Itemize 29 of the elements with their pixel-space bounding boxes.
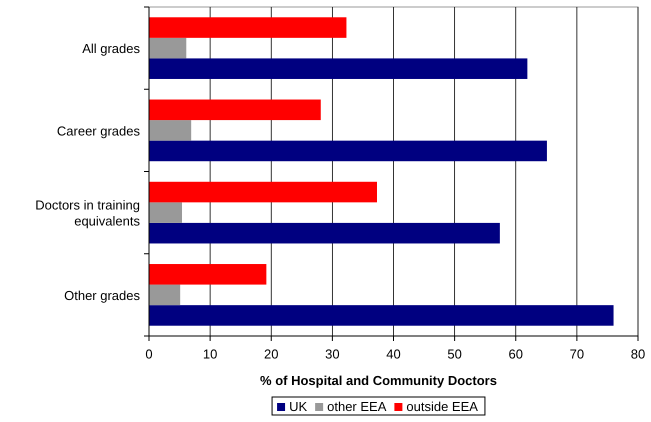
bar xyxy=(149,17,346,38)
y-tick-label: Career grades xyxy=(56,123,140,138)
x-tick-label: 60 xyxy=(508,346,523,362)
x-tick-label: 40 xyxy=(386,346,401,362)
y-tick-label: Other grades xyxy=(64,288,140,303)
x-tick-label: 80 xyxy=(630,346,646,362)
y-tick-label: Doctors in training equivalents xyxy=(35,198,140,229)
legend-label: outside EEA xyxy=(406,399,478,414)
bar xyxy=(149,140,547,162)
bar xyxy=(149,182,377,202)
x-tick-label: 70 xyxy=(570,346,584,362)
x-tick-label: 20 xyxy=(264,346,278,362)
x-tick-label: 10 xyxy=(202,346,218,362)
x-tick-label: 30 xyxy=(325,346,340,362)
x-tick-label: 50 xyxy=(447,346,462,362)
bar xyxy=(149,202,182,223)
bar xyxy=(149,264,266,285)
bar xyxy=(149,120,192,141)
bar xyxy=(149,38,186,58)
bar xyxy=(149,58,528,79)
legend-label: UK xyxy=(289,399,308,414)
bar xyxy=(149,284,180,306)
legend-label: other EEA xyxy=(327,399,387,414)
bar xyxy=(149,305,614,326)
bar xyxy=(149,222,500,244)
x-axis-title: % of Hospital and Community Doctors xyxy=(260,373,497,388)
x-tick-label: 0 xyxy=(145,346,153,362)
bar xyxy=(149,100,321,120)
y-tick-label: All grades xyxy=(82,41,140,56)
